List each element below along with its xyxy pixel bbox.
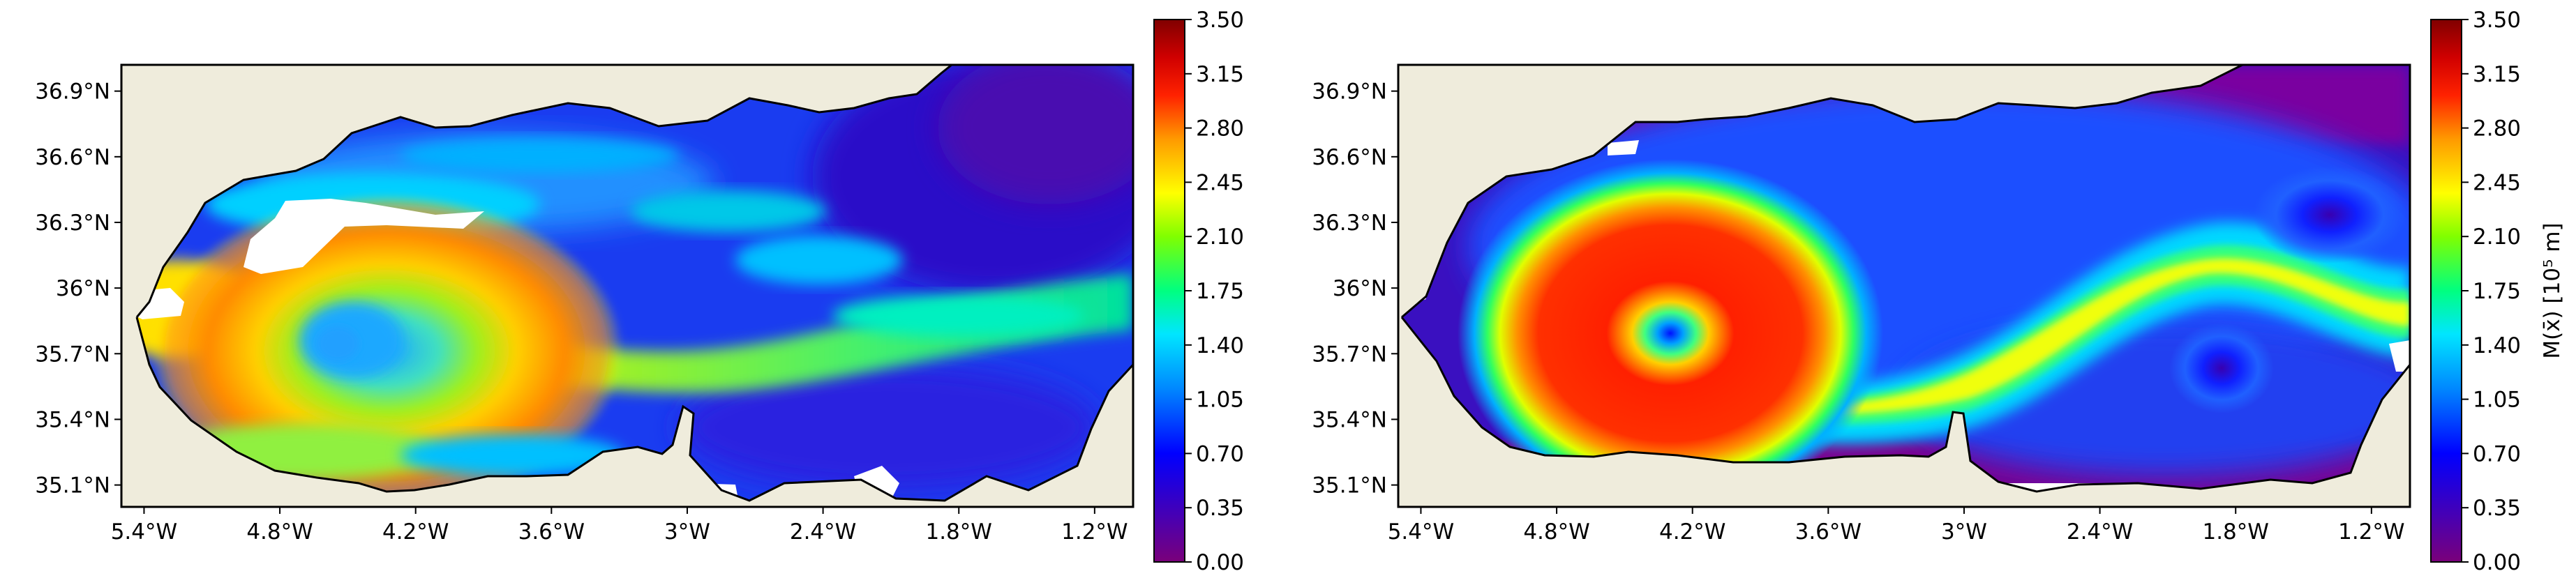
colorbar-tick-label: 1.75 — [1196, 279, 1244, 304]
colorbar-tick-label: 3.50 — [2473, 8, 2521, 33]
colorbar-tick-label: 1.05 — [2473, 388, 2521, 413]
south-coastline — [1400, 317, 2411, 493]
north-coastline — [135, 63, 952, 318]
x-tick-label: 1.8°W — [925, 519, 991, 545]
colorbar-tick-label: 1.75 — [2473, 279, 2521, 304]
colorbar-tick-label: 2.45 — [1196, 170, 1244, 195]
x-tick-label: 1.2°W — [1061, 519, 1128, 545]
y-tick-label: 36.3°N — [35, 211, 110, 236]
x-tick-label: 3.6°W — [518, 519, 585, 545]
colorbar-tick-label: 0.70 — [1196, 441, 1244, 466]
y-tick-label: 36.3°N — [1312, 211, 1387, 236]
colorbar-tick-label: 3.15 — [1196, 62, 1244, 87]
left-field — [137, 65, 1133, 501]
colorbar-tick-label: 0.35 — [1196, 496, 1244, 521]
south-coastline — [135, 317, 1135, 502]
y-tick-label: 35.7°N — [35, 342, 110, 367]
x-tick-label: 1.2°W — [2338, 519, 2404, 545]
y-tick-label: 36.9°N — [1312, 79, 1387, 105]
y-tick-label: 35.7°N — [1312, 342, 1387, 367]
axis-ticks: 5.4°W 4.8°W 4.2°W 3.6°W 3°W 2.4°W 1.8°W 1.2°W 36… — [35, 8, 2521, 575]
x-tick-label: 3°W — [1941, 519, 1987, 545]
x-tick-label: 2.4°W — [790, 519, 856, 545]
y-tick-label: 36°N — [56, 276, 110, 301]
y-tick-label: 35.4°N — [35, 407, 110, 432]
colorbar-tick-label: 2.80 — [2473, 116, 2521, 142]
right-map-panel — [1397, 63, 2411, 508]
colorbar-tick-label: 2.45 — [2473, 170, 2521, 195]
x-tick-label: 3°W — [664, 519, 710, 545]
axes-frame — [120, 63, 1135, 508]
colorbar-tick-label: 3.15 — [2473, 62, 2521, 87]
colorbar-tick-label: 2.10 — [1196, 225, 1244, 250]
colorbar-tick-label: 0.35 — [2473, 496, 2521, 521]
north-coastline — [1401, 63, 2243, 319]
x-tick-label: 2.4°W — [2067, 519, 2133, 545]
x-tick-label: 1.8°W — [2202, 519, 2268, 545]
x-tick-label: 4.8°W — [1523, 519, 1589, 545]
right-colorbar — [2430, 19, 2462, 563]
colorbar-tick-label: 1.40 — [2473, 333, 2521, 358]
axes-frame — [1397, 63, 2411, 508]
colorbar-label: M(x̄) [10⁵ m] — [2540, 222, 2565, 358]
colorbar-tick-label: 2.10 — [2473, 225, 2521, 250]
left-map-panel — [120, 63, 1135, 508]
y-tick-label: 36.6°N — [1312, 145, 1387, 170]
colorbar-tick-label: 3.50 — [1196, 8, 1244, 33]
colorbar-tick-label: 0.00 — [2473, 550, 2521, 575]
y-tick-label: 36°N — [1333, 276, 1387, 301]
x-tick-label: 4.2°W — [382, 519, 449, 545]
colorbar-tick-label: 2.80 — [1196, 116, 1244, 142]
x-tick-label: 5.4°W — [111, 519, 177, 545]
y-tick-label: 35.1°N — [1312, 473, 1387, 499]
x-tick-label: 5.4°W — [1388, 519, 1454, 545]
x-tick-label: 3.6°W — [1795, 519, 1862, 545]
y-tick-label: 36.9°N — [35, 79, 110, 105]
y-tick-label: 35.1°N — [35, 473, 110, 499]
left-colorbar — [1153, 19, 1185, 563]
colorbar-tick-label: 1.05 — [1196, 388, 1244, 413]
y-tick-label: 35.4°N — [1312, 407, 1387, 432]
colorbar-tick-label: 0.00 — [1196, 550, 1244, 575]
colorbar-tick-label: 1.40 — [1196, 333, 1244, 358]
x-tick-label: 4.8°W — [246, 519, 313, 545]
x-tick-label: 4.2°W — [1659, 519, 1725, 545]
colorbar-tick-label: 0.70 — [2473, 441, 2521, 466]
y-tick-label: 36.6°N — [35, 145, 110, 170]
